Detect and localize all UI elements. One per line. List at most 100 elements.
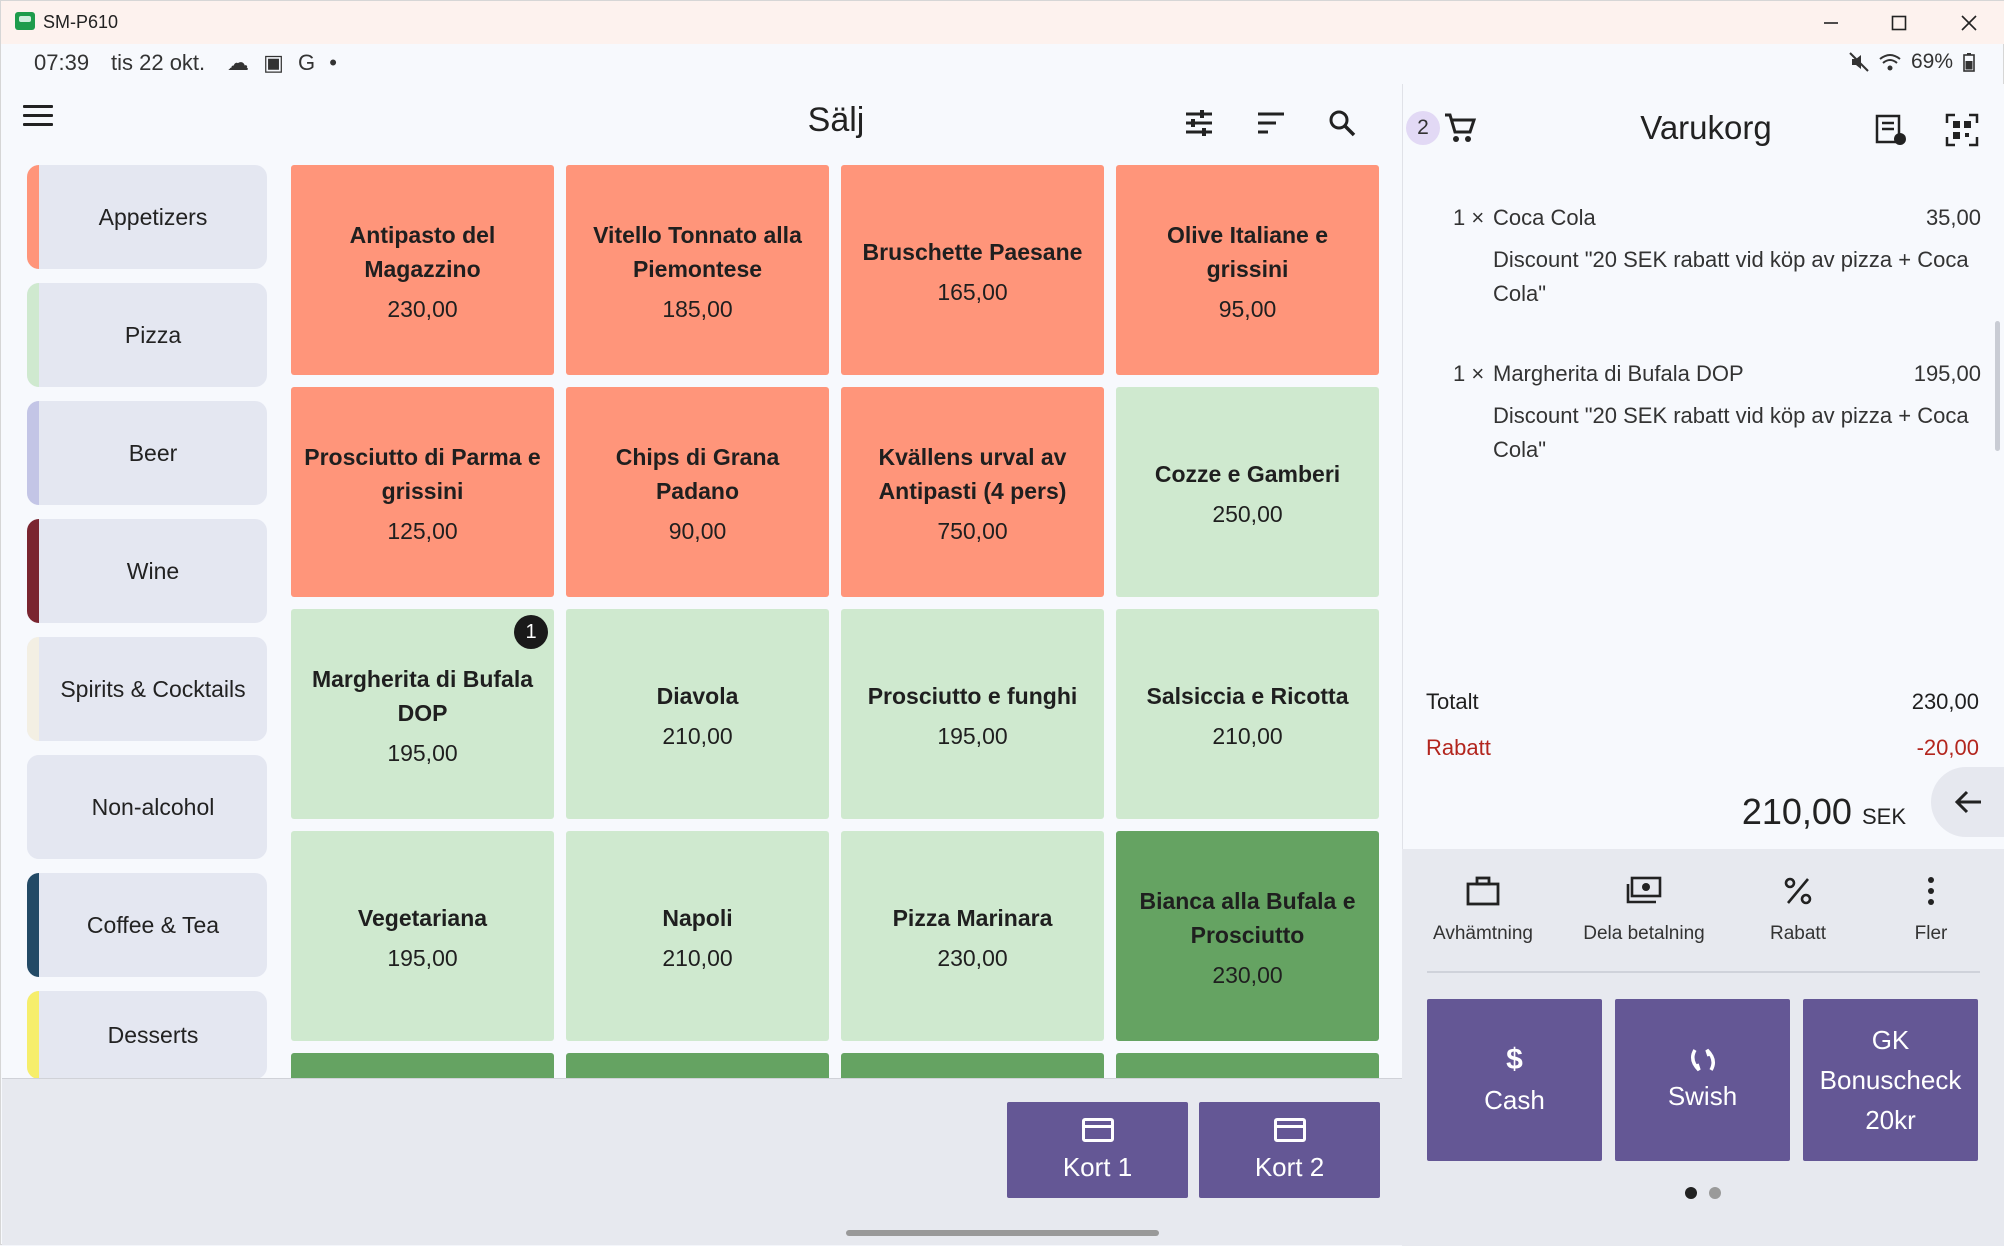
swish-button[interactable]: Swish: [1615, 999, 1790, 1161]
credit-card-icon: [1273, 1117, 1306, 1142]
category-button[interactable]: Pizza: [27, 283, 267, 387]
product-tile-partial[interactable]: [291, 1053, 554, 1078]
category-label: Pizza: [124, 321, 182, 348]
pickup-button[interactable]: Avhämtning: [1408, 871, 1558, 945]
product-tile[interactable]: Cozze e Gamberi 250,00: [1116, 387, 1379, 597]
minimize-button[interactable]: [1811, 7, 1851, 39]
home-indicator[interactable]: [846, 1230, 1159, 1236]
category-color-stripe: [27, 165, 39, 269]
product-tile[interactable]: Prosciutto e funghi 195,00: [841, 609, 1104, 819]
system-tray: 69%: [1849, 50, 1975, 74]
line-discount: Discount "20 SEK rabatt vid köp av pizza…: [1493, 403, 1969, 462]
category-button[interactable]: Wine: [27, 519, 267, 623]
category-color-stripe: [27, 519, 39, 623]
maximize-button[interactable]: [1879, 7, 1919, 39]
product-tile[interactable]: Chips di Grana Padano 90,00: [566, 387, 829, 597]
product-name: Vitello Tonnato alla Piemontese: [593, 221, 802, 282]
product-tile[interactable]: Prosciutto di Parma e grissini 125,00: [291, 387, 554, 597]
product-tile[interactable]: Vegetariana 195,00: [291, 831, 554, 1041]
product-name: Bianca alla Bufala e Prosciutto: [1139, 887, 1356, 948]
product-tile[interactable]: Kvällens urval av Antipasti (4 pers) 750,…: [841, 387, 1104, 597]
search-button[interactable]: [1324, 105, 1360, 141]
sort-icon: [1258, 112, 1284, 134]
discount-button[interactable]: Rabatt: [1723, 871, 1873, 945]
kort-1-button[interactable]: Kort 1: [1007, 1102, 1188, 1198]
category-button[interactable]: Non-alcohol: [27, 755, 267, 859]
product-price: 210,00: [662, 722, 733, 749]
product-name: Prosciutto di Parma e grissini: [304, 443, 541, 504]
product-price: 230,00: [937, 944, 1008, 971]
kort-2-button[interactable]: Kort 2: [1199, 1102, 1380, 1198]
category-button[interactable]: Appetizers: [27, 165, 267, 269]
title-bar: SM-P610: [1, 1, 2004, 44]
status-bar: 07:39 tis 22 okt. ☁ ▣ G • 69%: [1, 44, 2004, 84]
category-color-stripe: [27, 401, 39, 505]
product-tile[interactable]: Bianca alla Bufala e Prosciutto 230,00: [1116, 831, 1379, 1041]
qr-scan-button[interactable]: [1945, 113, 1979, 152]
product-price: 750,00: [937, 517, 1008, 544]
status-time: 07:39: [34, 50, 90, 75]
product-tile[interactable]: Antipasto del Magazzino 230,00: [291, 165, 554, 375]
dollar-icon: $: [1506, 1043, 1523, 1076]
product-tile[interactable]: Margherita di Bufala DOP 195,00 1: [291, 609, 554, 819]
cash-button[interactable]: $ Cash: [1427, 999, 1602, 1161]
product-price: 195,00: [387, 944, 458, 971]
product-price: 125,00: [387, 517, 458, 544]
cart-line-item[interactable]: 1 × Coca Cola 35,00 Discount "20 SEK rab…: [1431, 205, 1981, 315]
cart-button[interactable]: [1443, 111, 1477, 150]
briefcase-icon: [1466, 876, 1500, 906]
percent-icon: [1784, 877, 1812, 905]
hamburger-menu-icon[interactable]: [23, 105, 53, 127]
cart-scrollbar[interactable]: [1995, 321, 2000, 451]
product-name: Antipasto del Magazzino: [349, 221, 496, 282]
close-button[interactable]: [1949, 7, 1989, 39]
product-tile-partial[interactable]: [841, 1053, 1104, 1078]
tune-icon: [1186, 110, 1212, 136]
actions-divider: [1427, 971, 1980, 973]
receipt-button[interactable]: [1874, 113, 1908, 152]
sort-button[interactable]: [1253, 105, 1289, 141]
cart-line-item[interactable]: 1 × Margherita di Bufala DOP 195,00 Disc…: [1431, 361, 1981, 471]
grand-total: 210,00 SEK: [1741, 791, 1906, 832]
product-tile[interactable]: Vitello Tonnato alla Piemontese 185,00: [566, 165, 829, 375]
collapse-cart-button[interactable]: [1931, 767, 2004, 837]
product-name: Chips di Grana Padano: [615, 443, 780, 504]
category-button[interactable]: Desserts: [27, 991, 267, 1079]
category-label: Appetizers: [98, 203, 208, 230]
product-tile[interactable]: Bruschette Paesane 165,00: [841, 165, 1104, 375]
category-label: Non-alcohol: [91, 793, 215, 820]
product-tile[interactable]: Salsiccia e Ricotta 210,00: [1116, 609, 1379, 819]
category-label: Desserts: [107, 1021, 199, 1048]
page-indicator-active[interactable]: [1685, 1187, 1697, 1199]
category-button[interactable]: Spirits & Cocktails: [27, 637, 267, 741]
product-tile[interactable]: Napoli 210,00: [566, 831, 829, 1041]
filter-button[interactable]: [1181, 105, 1217, 141]
product-price: 195,00: [387, 739, 458, 766]
qr-code-icon: [1945, 113, 1979, 147]
cart-count-badge: 2: [1406, 111, 1440, 145]
product-name: Margherita di Bufala DOP: [311, 665, 534, 726]
product-tile-partial[interactable]: [566, 1053, 829, 1078]
category-color-stripe: [27, 637, 39, 741]
product-tile[interactable]: Olive Italiane e grissini 95,00: [1116, 165, 1379, 375]
swish-icon: [1690, 1048, 1715, 1072]
product-tile-partial[interactable]: [1116, 1053, 1379, 1078]
product-name: Olive Italiane e grissini: [1166, 221, 1329, 282]
product-price: 95,00: [1218, 295, 1277, 322]
more-button[interactable]: Fler: [1856, 871, 2004, 945]
shopping-cart-icon: [1445, 113, 1477, 142]
gift-card-button[interactable]: GK Bonuscheck 20kr: [1803, 999, 1978, 1161]
category-color-stripe: [27, 755, 39, 859]
mute-icon: [1849, 52, 1869, 72]
category-button[interactable]: Beer: [27, 401, 267, 505]
product-name: Bruschette Paesane: [862, 238, 1083, 265]
product-tile[interactable]: Diavola 210,00: [566, 609, 829, 819]
product-price: 195,00: [937, 722, 1008, 749]
page-indicator[interactable]: [1709, 1187, 1721, 1199]
product-tile[interactable]: Pizza Marinara 230,00: [841, 831, 1104, 1041]
split-payment-button[interactable]: Dela betalning: [1569, 871, 1719, 945]
product-price: 210,00: [1212, 722, 1283, 749]
category-button[interactable]: Coffee & Tea: [27, 873, 267, 977]
product-name: Kvällens urval av Antipasti (4 pers): [878, 443, 1067, 504]
